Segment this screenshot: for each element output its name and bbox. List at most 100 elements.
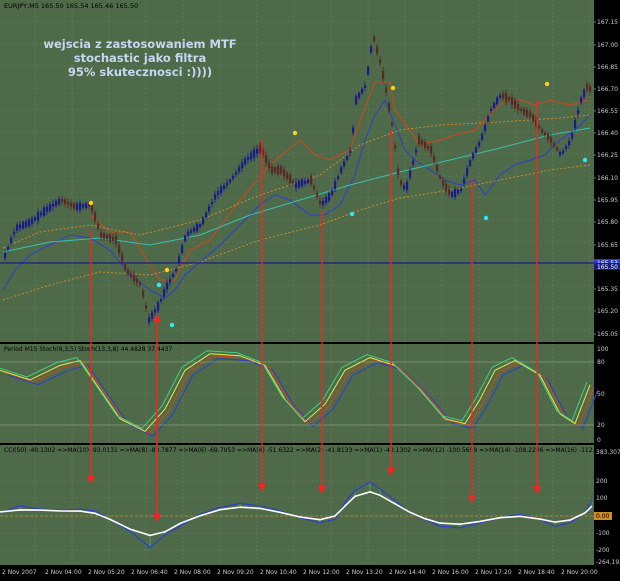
candle-body [433,156,436,162]
candle-body [526,109,529,117]
stochastic-lines [0,350,599,437]
time-tick-label: 2 Nov 18:40 [518,569,555,576]
candle-body [232,175,235,179]
candle-body [424,142,427,148]
price-tick-label: 165.80 [597,219,618,226]
candle-body [571,133,574,139]
candle-body [220,186,223,194]
candle-body [148,317,151,323]
candle-body [265,155,268,163]
candle-body [469,160,472,166]
candle-body [82,204,85,208]
candle-body [133,274,136,282]
stoch-header: Period M15 Stoch(8,3,5) Stoch(13,3,8) 44… [4,346,172,353]
candle-body [151,312,154,319]
candle-body [508,97,511,101]
candle-body [583,89,586,98]
candle-body [214,194,217,200]
time-axis-labels: 2 Nov 2007 2 Nov 04:00 2 Nov 05:20 2 Nov 06… [2,569,598,576]
stoch-tick-label: 0 [597,437,601,444]
candle-body [253,149,256,158]
annotation-line-3: 95% skutecznosci :)))) [68,65,212,79]
price-tick-label: 167.00 [597,42,618,49]
price-panel[interactable] [0,0,594,342]
stoch-main-line [0,350,588,430]
candle-body [280,166,283,174]
candle-body [184,235,187,242]
candle-body [64,199,67,205]
candle-body [58,198,61,205]
candle-body [313,186,316,189]
candle-body [256,148,259,154]
candle-body [475,147,478,153]
time-tick-label: 2 Nov 09:20 [217,569,254,576]
candle-body [172,273,175,277]
candle-body [544,132,547,136]
candle-body [580,97,583,103]
candle-body [97,223,100,229]
candle-body [346,155,349,161]
candle-body [412,160,415,165]
price-marker-box-over [594,259,620,266]
candle-body [520,108,523,112]
candle-body [94,212,97,222]
candle-body [178,256,181,263]
candle-body [550,137,553,143]
candlesticks [4,34,592,327]
candle-body [538,125,541,129]
signal-dot-cyan [156,282,162,288]
candle-body [409,170,412,178]
candle-body [316,193,319,197]
candle-body [400,180,403,185]
candle-body [427,146,430,149]
annotation-text: wejscia z zastosowaniem MTF stochastic j… [43,37,236,79]
candle-body [130,273,133,277]
candle-body [547,134,550,140]
candle-body [385,87,388,93]
candle-body [355,95,358,105]
candle-body [160,299,163,302]
candle-body [535,119,538,126]
candle-body [52,203,55,207]
cci-ma-line [0,491,593,537]
candle-body [88,204,91,207]
candle-body [175,268,178,272]
candle-body [382,70,385,80]
price-tick-label: 166.25 [597,152,618,159]
candle-body [247,156,250,160]
candle-body [106,235,109,239]
candle-body [145,305,148,309]
candle-body [268,162,271,169]
stoch-axis-labels: 100 80 50 20 0 [597,346,609,444]
candle-body [373,36,376,41]
candle-body [202,217,205,225]
stoch-panel[interactable] [0,344,594,443]
candle-body [211,201,214,205]
candle-body [61,198,64,203]
candle-body [319,200,322,205]
candle-body [565,146,568,149]
candle-body [163,289,166,297]
candle-body [235,172,238,175]
price-marker: 165.50 [597,264,618,271]
candle-body [271,166,274,174]
price-tick-label: 167.15 [597,19,618,26]
price-scale [594,0,620,565]
candle-body [394,145,397,149]
cci-panel[interactable] [0,445,594,565]
candle-body [553,143,556,146]
candle-body [121,254,124,262]
candle-body [70,202,73,207]
candle-body [193,227,196,232]
candle-body [481,134,484,140]
candle-body [328,193,331,201]
candle-body [157,302,160,311]
candle-body [493,102,496,109]
cci-tick-label: -100 [596,530,610,537]
candle-body [532,114,535,122]
time-tick-label: 2 Nov 14:40 [389,569,426,576]
candle-body [31,218,34,225]
candle-body [559,151,562,156]
candle-body [511,97,514,105]
